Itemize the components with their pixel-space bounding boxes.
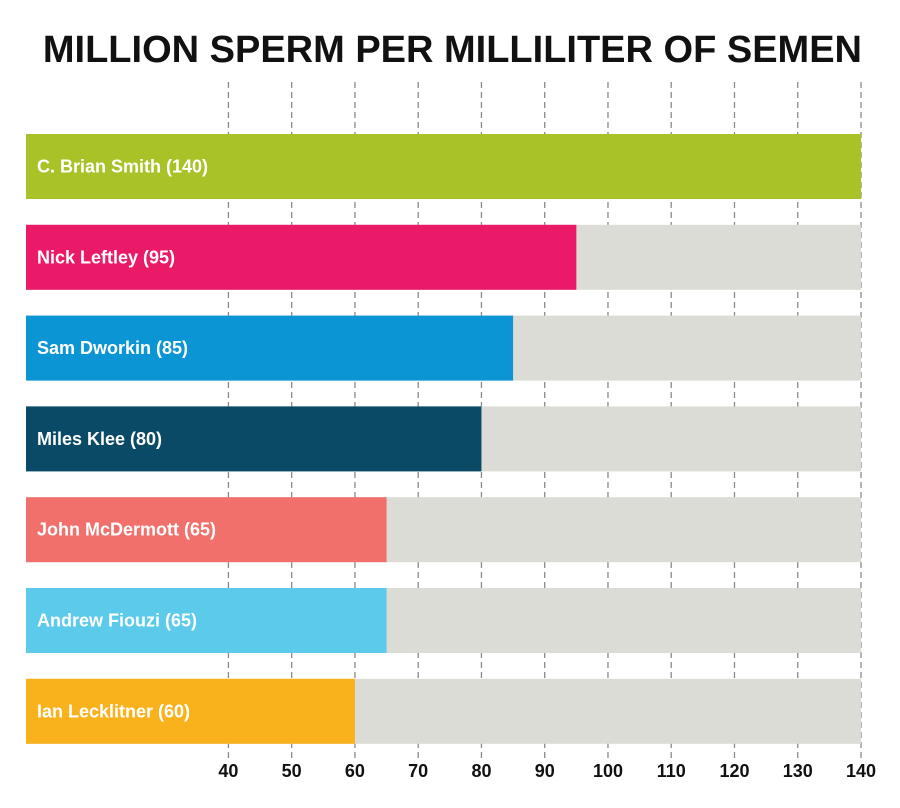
- bar-label: Ian Lecklitner (60): [37, 701, 190, 721]
- x-tick-label: 100: [593, 761, 623, 781]
- bar: [26, 588, 387, 653]
- bar: [26, 497, 387, 563]
- x-tick-label: 140: [846, 761, 876, 781]
- bar: [26, 678, 355, 744]
- x-tick-label: 120: [719, 761, 749, 781]
- bar-label: John McDermott (65): [37, 520, 216, 540]
- x-axis-ticks: 40 50 60 70 80 90 100 110 120 130 140: [218, 761, 876, 781]
- bar-label: Nick Leftley (95): [37, 247, 175, 267]
- bar: [26, 224, 577, 290]
- x-tick-label: 40: [218, 761, 238, 781]
- bar: [26, 406, 482, 472]
- bar: [26, 134, 861, 199]
- x-tick-label: 50: [282, 761, 302, 781]
- x-tick-label: 110: [657, 761, 686, 781]
- x-tick-label: 60: [345, 761, 365, 781]
- bar-label: Andrew Fiouzi (65): [37, 611, 197, 631]
- bar-label: Miles Klee (80): [37, 429, 162, 449]
- bar-label: C. Brian Smith (140): [37, 157, 208, 177]
- bar: [26, 315, 514, 381]
- x-tick-label: 80: [471, 761, 491, 781]
- bar-label: Sam Dworkin (85): [37, 338, 188, 358]
- x-tick-label: 90: [535, 761, 555, 781]
- x-tick-label: 70: [408, 761, 428, 781]
- x-tick-label: 130: [783, 761, 813, 781]
- chart-title: MILLION SPERM PER MILLILITER OF SEMEN: [43, 29, 862, 71]
- bars-group: C. Brian Smith (140) Nick Leftley (95) Sam…: [26, 134, 861, 744]
